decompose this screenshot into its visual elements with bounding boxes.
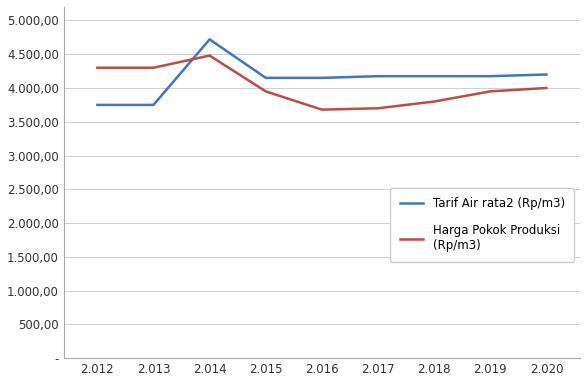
- Tarif Air rata2 (Rp/m3): [94, 103, 101, 107]
- Harga Pokok Produksi
(Rp/m3): [94, 65, 101, 70]
- Tarif Air rata2 (Rp/m3): [375, 74, 382, 79]
- Line: Tarif Air rata2 (Rp/m3): Tarif Air rata2 (Rp/m3): [97, 39, 546, 105]
- Tarif Air rata2 (Rp/m3): [206, 37, 213, 42]
- Harga Pokok Produksi
(Rp/m3): [262, 89, 269, 94]
- Tarif Air rata2 (Rp/m3): [431, 74, 438, 79]
- Harga Pokok Produksi
(Rp/m3): [543, 86, 550, 90]
- Tarif Air rata2 (Rp/m3): [318, 75, 325, 80]
- Harga Pokok Produksi
(Rp/m3): [487, 89, 494, 94]
- Legend: Tarif Air rata2 (Rp/m3), Harga Pokok Produksi
(Rp/m3): Tarif Air rata2 (Rp/m3), Harga Pokok Pro…: [390, 188, 574, 262]
- Harga Pokok Produksi
(Rp/m3): [206, 53, 213, 58]
- Line: Harga Pokok Produksi
(Rp/m3): Harga Pokok Produksi (Rp/m3): [97, 56, 546, 110]
- Harga Pokok Produksi
(Rp/m3): [150, 65, 157, 70]
- Tarif Air rata2 (Rp/m3): [262, 75, 269, 80]
- Tarif Air rata2 (Rp/m3): [150, 103, 157, 107]
- Harga Pokok Produksi
(Rp/m3): [318, 107, 325, 112]
- Harga Pokok Produksi
(Rp/m3): [375, 106, 382, 111]
- Harga Pokok Produksi
(Rp/m3): [431, 99, 438, 104]
- Tarif Air rata2 (Rp/m3): [543, 72, 550, 77]
- Tarif Air rata2 (Rp/m3): [487, 74, 494, 79]
